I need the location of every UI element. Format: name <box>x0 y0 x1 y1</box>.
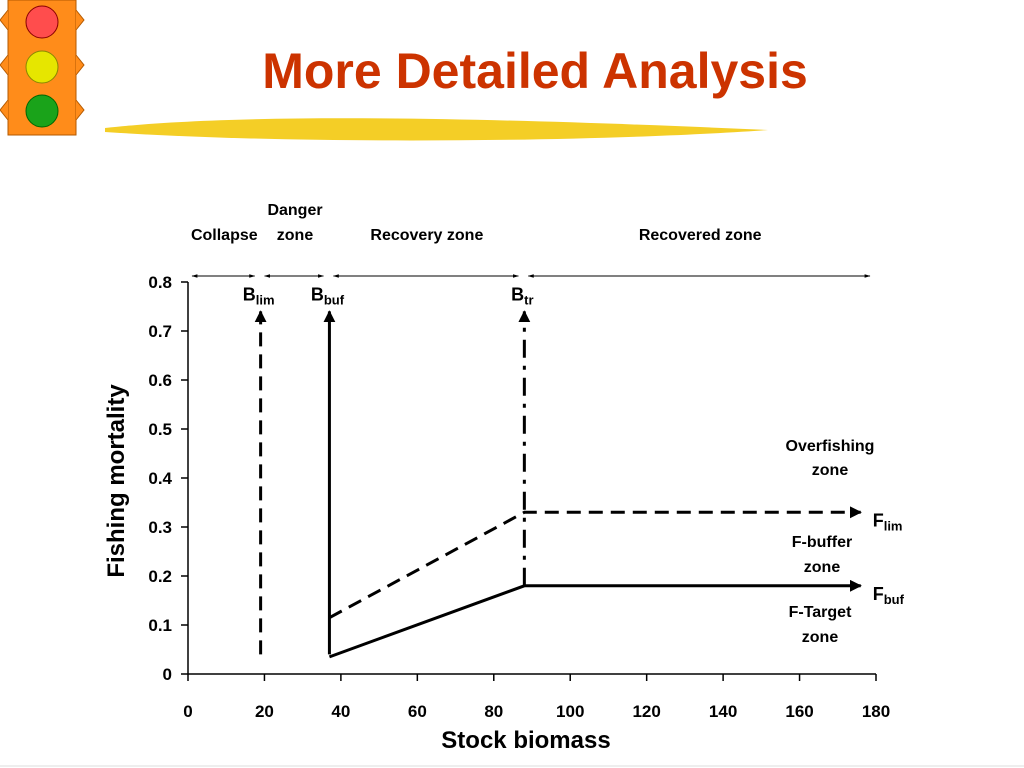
y-tick-label: 0.1 <box>148 616 172 635</box>
series-label-main: B <box>511 284 524 304</box>
x-tick-label: 100 <box>556 702 584 721</box>
zone-label: Collapse <box>191 227 258 244</box>
y-tick-label: 0.3 <box>148 518 172 537</box>
series-label-sub: buf <box>324 292 345 307</box>
slide-title: More Detailed Analysis <box>262 43 808 99</box>
series-label-main: B <box>311 284 324 304</box>
zone-label: Danger <box>267 202 322 219</box>
series-label-sub: buf <box>884 592 905 607</box>
annotations: Overfishing zone F-buffer zone F-Target … <box>786 438 875 646</box>
x-tick-label: 20 <box>255 702 274 721</box>
x-tick-label: 180 <box>862 702 890 721</box>
series-label-main: B <box>243 284 256 304</box>
series-label: Bbuf <box>311 284 345 307</box>
y-tick-label: 0.5 <box>148 420 172 439</box>
y-tick-label: 0.8 <box>148 273 172 292</box>
x-tick-label: 120 <box>632 702 660 721</box>
annotation: F-Target <box>789 604 852 621</box>
traffic-light-icon <box>0 0 85 136</box>
y-tick-label: 0.2 <box>148 567 172 586</box>
series-label-sub: lim <box>884 518 903 533</box>
zone-label: Recovery zone <box>370 227 483 244</box>
y-tick-label: 0.4 <box>148 469 172 488</box>
series-label: Blim <box>243 284 275 307</box>
y-tick-label: 0 <box>163 665 172 684</box>
series-label-main: F <box>873 584 884 604</box>
title-underline <box>105 118 768 141</box>
series-line <box>328 506 862 619</box>
annotation: F-buffer <box>792 534 852 551</box>
x-tick-label: 60 <box>408 702 427 721</box>
y-tick-label: 0.7 <box>148 322 172 341</box>
x-tick-label: 140 <box>709 702 737 721</box>
series-label: Flim <box>873 510 903 533</box>
series-label-sub: lim <box>256 292 275 307</box>
x-tick-label: 160 <box>785 702 813 721</box>
series-label: Btr <box>511 284 533 307</box>
zone-label: zone <box>277 227 314 244</box>
annotation: Overfishing <box>786 438 875 455</box>
annotation: zone <box>804 559 841 576</box>
x-tick-label: 40 <box>331 702 350 721</box>
series-label-sub: tr <box>524 292 533 307</box>
series-label: Fbuf <box>873 584 905 607</box>
annotation: zone <box>812 462 849 479</box>
series-line <box>328 579 862 659</box>
x-tick-label: 80 <box>484 702 503 721</box>
series-label-main: F <box>873 510 884 530</box>
annotation: zone <box>802 629 839 646</box>
y-tick-label: 0.6 <box>148 371 172 390</box>
x-tick-label: 0 <box>183 702 192 721</box>
x-axis-label: Stock biomass <box>441 727 610 754</box>
zone-label: Recovered zone <box>639 227 762 244</box>
y-axis-label: Fishing mortality <box>103 384 130 578</box>
